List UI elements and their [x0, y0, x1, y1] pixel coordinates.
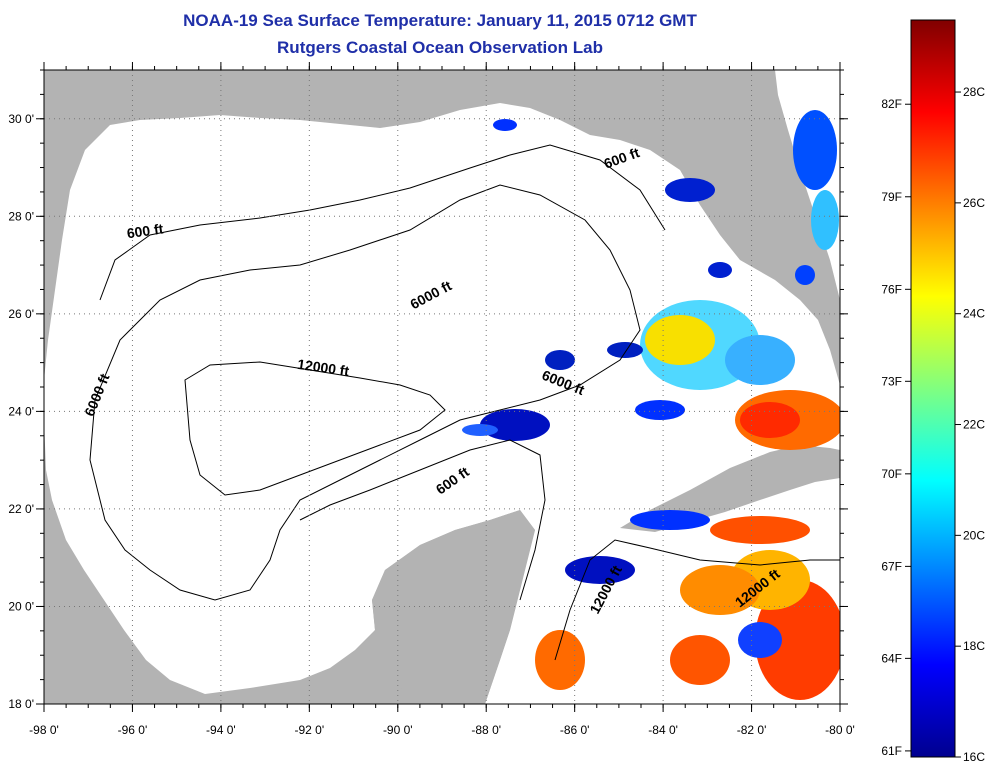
sst-patch-yucatan-cool: [565, 556, 635, 584]
x-tick-label: -80 0': [825, 723, 855, 737]
sst-patch-loop: [480, 409, 550, 441]
sst-patch-shelf-cool: [635, 400, 685, 420]
x-tick-label: -90 0': [383, 723, 413, 737]
x-tick-label: -96 0': [118, 723, 148, 737]
colorbar-f-label: 76F: [881, 282, 902, 296]
y-axis: 18 0' 20 0' 22 0' 24 0' 26 0' 28 0' 30 0': [8, 69, 848, 711]
contour-label: 600 ft: [126, 220, 165, 241]
y-tick-label: 18 0': [8, 697, 34, 711]
colorbar-f-label: 64F: [881, 651, 902, 665]
colorbar-f-label: 61F: [881, 744, 902, 758]
sst-patch-loop: [545, 350, 575, 370]
y-tick-label: 20 0': [8, 599, 34, 613]
map-subtitle: Rutgers Coastal Ocean Observation Lab: [277, 38, 603, 57]
colorbar-f-label: 67F: [881, 559, 902, 573]
sst-patch-caribbean: [670, 635, 730, 685]
colorbar-c-label: 16C: [963, 750, 985, 764]
sst-patch-loop: [462, 424, 498, 436]
colorbar-c-label: 22C: [963, 418, 985, 432]
sst-patch-mobile: [493, 119, 517, 131]
yucatan-peninsula: [360, 510, 535, 704]
colorbar-c-label: 26C: [963, 196, 985, 210]
gulf-water: [44, 103, 840, 704]
x-tick-label: -92 0': [295, 723, 325, 737]
sst-patch-cool: [607, 342, 643, 358]
colorbar-c-label: 24C: [963, 307, 985, 321]
x-tick-label: -98 0': [29, 723, 59, 737]
contour-12000ft-caribbean: [554, 539, 840, 661]
colorbar-celsius-ticks: 16C 18C 20C 22C 24C 26C 28C: [955, 85, 985, 764]
contour-label: 12000 ft: [296, 356, 350, 379]
colorbar: [910, 19, 956, 758]
sst-patch-cuba-cool: [630, 510, 710, 530]
colorbar-f-label: 79F: [881, 190, 902, 204]
gridlines: [44, 70, 840, 704]
y-tick-label: 30 0': [8, 112, 34, 126]
sst-patch-atlantic: [793, 110, 837, 190]
sst-patch-caribbean: [680, 565, 760, 615]
sst-patch-yucatan: [535, 630, 585, 690]
y-tick-label: 26 0': [8, 307, 34, 321]
contour-600ft-north: [99, 144, 666, 301]
sst-patch-shelf: [725, 335, 795, 385]
x-tick-label: -88 0': [471, 723, 501, 737]
x-tick-label: -84 0': [648, 723, 678, 737]
sst-patch-shelf-cool: [708, 262, 732, 278]
y-tick-label: 24 0': [8, 404, 34, 418]
sst-patch-atlantic: [795, 265, 815, 285]
colorbar-c-label: 28C: [963, 85, 985, 99]
sst-patch-bigbend: [665, 178, 715, 202]
contour-6000ft: [89, 184, 641, 601]
sst-patch-caribbean: [755, 580, 840, 700]
colorbar-c-label: 20C: [963, 528, 985, 542]
x-tick-label: -86 0': [560, 723, 590, 737]
sst-patch-cuba: [710, 516, 810, 544]
colorbar-f-label: 73F: [881, 374, 902, 388]
sst-patch-atlantic: [811, 190, 839, 250]
sst-patch-shelf-warm: [645, 315, 715, 365]
sst-patch-straits: [740, 402, 800, 438]
x-axis: -98 0' -96 0' -94 0' -92 0' -90 0' -88 0' -86 …: [29, 62, 855, 737]
x-tick-label: -94 0': [206, 723, 236, 737]
contour-600ft-south: [299, 439, 546, 601]
y-tick-label: 28 0': [8, 209, 34, 223]
colorbar-c-label: 18C: [963, 639, 985, 653]
colorbar-fahrenheit-ticks: 61F 64F 67F 70F 73F 76F 79F 82F: [881, 97, 911, 758]
sst-patch-caribbean-cool: [738, 622, 782, 658]
contour-12000ft: [184, 361, 446, 496]
y-tick-label: 22 0': [8, 502, 34, 516]
colorbar-f-label: 82F: [881, 97, 902, 111]
x-tick-label: -82 0': [737, 723, 767, 737]
map-title: NOAA-19 Sea Surface Temperature: January…: [183, 11, 697, 30]
colorbar-f-label: 70F: [881, 467, 902, 481]
